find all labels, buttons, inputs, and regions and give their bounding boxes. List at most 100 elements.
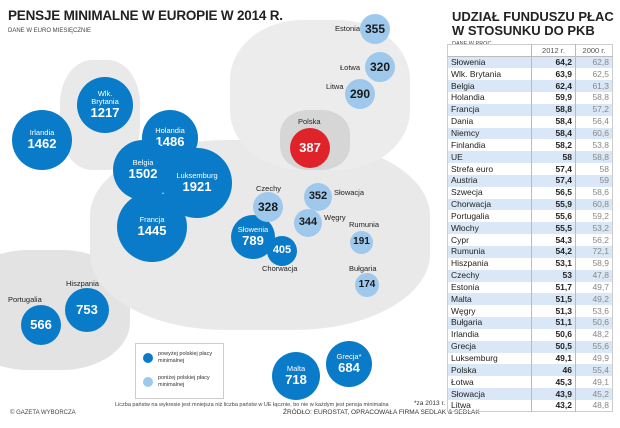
country-cell: Estonia xyxy=(451,281,480,292)
country-francja: Francja 1445 xyxy=(117,192,187,262)
table-row: Włochy 55,5 53,2 xyxy=(447,222,613,235)
country-cell: Rumunia xyxy=(447,246,532,258)
value-2000-cell: 58,9 xyxy=(575,257,613,270)
map-title: PENSJE MINIMALNE W EUROPIE W 2014 R. xyxy=(8,8,283,23)
country-cell: Holandia xyxy=(451,92,485,103)
table-row: Czechy 53 47,8 xyxy=(447,269,613,282)
country-cell: Grecja xyxy=(447,340,532,353)
country-cell: Belgia xyxy=(447,80,532,93)
country-cell: Słowenia xyxy=(447,56,532,69)
value-2000-cell: 58,8 xyxy=(575,151,613,164)
table-row: Polska 46 55,4 xyxy=(447,364,613,377)
copyright: © GAZETA WYBORCZA xyxy=(10,410,76,416)
value-2012-cell: 58,4 xyxy=(531,115,576,128)
country-cell: Portugalia xyxy=(451,210,490,221)
value-2000-cell: 57,2 xyxy=(575,103,613,116)
value-2012-cell: 53 xyxy=(531,269,576,282)
value-2000-cell: 48,2 xyxy=(575,328,613,341)
country-estonia: 355 xyxy=(360,14,390,44)
table-row: Szwecja 56,5 58,6 xyxy=(448,186,613,199)
label-bulgaria: Bułgaria xyxy=(349,264,377,273)
country-cell: Łotwa xyxy=(451,376,474,387)
value-2000-cell: 62,5 xyxy=(575,68,613,81)
footnote: *za 2013 r. xyxy=(414,400,446,407)
label-hiszpania: Hiszpania xyxy=(66,279,99,288)
country-rumunia: 191 xyxy=(350,231,373,254)
country-czechy: 328 xyxy=(253,192,283,222)
country-cell: Irlandia xyxy=(451,329,479,340)
country-malta: Malta 718 xyxy=(272,352,320,400)
country-slowacja: 352 xyxy=(304,183,332,211)
table-row: Węgry 51,3 53,6 xyxy=(448,305,613,318)
table-row: Holandia 59,9 58,8 xyxy=(448,92,613,104)
value-2012-cell: 56,5 xyxy=(531,186,576,199)
value-2000-cell: 49,9 xyxy=(575,352,613,365)
table-row: Słowenia 64,2 62,8 xyxy=(447,56,613,69)
value-2000-cell: 49,1 xyxy=(575,376,613,389)
country-cell: Czechy xyxy=(447,269,532,282)
table-row: Słowacja 43,9 45,2 xyxy=(447,388,613,400)
table-row: Irlandia 50,6 48,2 xyxy=(448,328,613,341)
legend: powyżej polskiej płacy minimalnej poniże… xyxy=(135,343,224,399)
value-2000-cell: 55,6 xyxy=(575,340,613,353)
value-2000-cell: 53,8 xyxy=(575,139,613,152)
country-luksemburg: Luksemburg 1921 xyxy=(162,148,232,218)
table-row: Cypr 54,3 56,2 xyxy=(448,234,613,246)
value-2012-cell: 43,9 xyxy=(531,388,576,400)
value-2012-cell: 54,2 xyxy=(531,246,576,258)
value-2000-cell: 60,6 xyxy=(575,127,613,140)
table-row: Hiszpania 53,1 58,9 xyxy=(448,257,613,270)
country-cell: Finlandia xyxy=(451,139,486,150)
value-2012-cell: 54,3 xyxy=(531,234,576,246)
label-wegry: Węgry xyxy=(324,213,346,222)
wage-share-table: 2012 r. 2000 r. Słowenia 64,2 62,8 Wlk. Bryt… xyxy=(447,44,613,413)
value-2000-cell: 58,8 xyxy=(575,92,613,104)
table-title: UDZIAŁ FUNDUSZU PŁAC W STOSUNKU DO PKB xyxy=(452,9,614,38)
table-row: Rumunia 54,2 72,1 xyxy=(447,246,613,258)
country-litwa: 290 xyxy=(345,79,375,109)
map-subtitle: DANE W EURO MIESIĘCZNIE xyxy=(8,28,92,34)
country-cell: Węgry xyxy=(451,305,476,316)
country-chorwacja: 405 xyxy=(267,236,297,266)
legend-below-swatch xyxy=(143,377,153,387)
value-2012-cell: 59,9 xyxy=(531,92,576,104)
value-2012-cell: 45,3 xyxy=(531,376,576,389)
country-bulgaria: 174 xyxy=(355,273,379,297)
value-2000-cell: 55,4 xyxy=(575,364,613,377)
country-cell: UE xyxy=(447,151,532,164)
value-2012-cell: 49,1 xyxy=(531,352,576,365)
country-polska: 387 xyxy=(290,128,330,168)
table-row: Bułgaria 51,1 50,6 xyxy=(447,317,613,329)
value-2012-cell: 53,1 xyxy=(531,257,576,270)
value-2012-cell: 55,5 xyxy=(531,222,576,235)
value-2000-cell: 59,2 xyxy=(575,210,613,223)
country-cell: Słowacja xyxy=(447,388,532,400)
country-cell: Bułgaria xyxy=(447,317,532,329)
country-cell: Dania xyxy=(451,116,474,127)
value-2012-cell: 62,4 xyxy=(531,80,576,93)
value-2012-cell: 58,4 xyxy=(531,127,576,140)
value-2000-cell: 72,1 xyxy=(575,246,613,258)
value-2012-cell: 64,2 xyxy=(531,56,576,69)
country-cell: Hiszpania xyxy=(451,258,489,269)
legend-above-swatch xyxy=(143,353,153,363)
table-row: Łotwa 45,3 49,1 xyxy=(448,376,613,389)
value-2012-cell: 50,6 xyxy=(531,328,576,341)
country-lotwa: 320 xyxy=(365,52,395,82)
country-cell: Francja xyxy=(447,103,532,116)
value-2012-cell: 55,6 xyxy=(531,210,576,223)
table-row: Grecja 50,5 55,6 xyxy=(447,340,613,353)
label-polska: Polska xyxy=(298,117,321,126)
table-row: Chorwacja 55,9 60,8 xyxy=(447,198,613,211)
value-2012-cell: 57,4 xyxy=(531,163,576,175)
label-lotwa: Łotwa xyxy=(340,63,361,72)
country-cell: Austria xyxy=(447,174,532,187)
table-row: Malta 51,5 49,2 xyxy=(447,293,613,306)
table-row: Francja 58,8 57,2 xyxy=(447,103,613,116)
header-2012: 2012 r. xyxy=(531,44,576,57)
table-row: Litwa 43,2 48,8 xyxy=(448,399,613,412)
country-cell: Włochy xyxy=(447,222,532,235)
value-2012-cell: 51,7 xyxy=(531,281,576,294)
value-2012-cell: 51,1 xyxy=(531,317,576,329)
value-2000-cell: 48,8 xyxy=(575,399,613,412)
